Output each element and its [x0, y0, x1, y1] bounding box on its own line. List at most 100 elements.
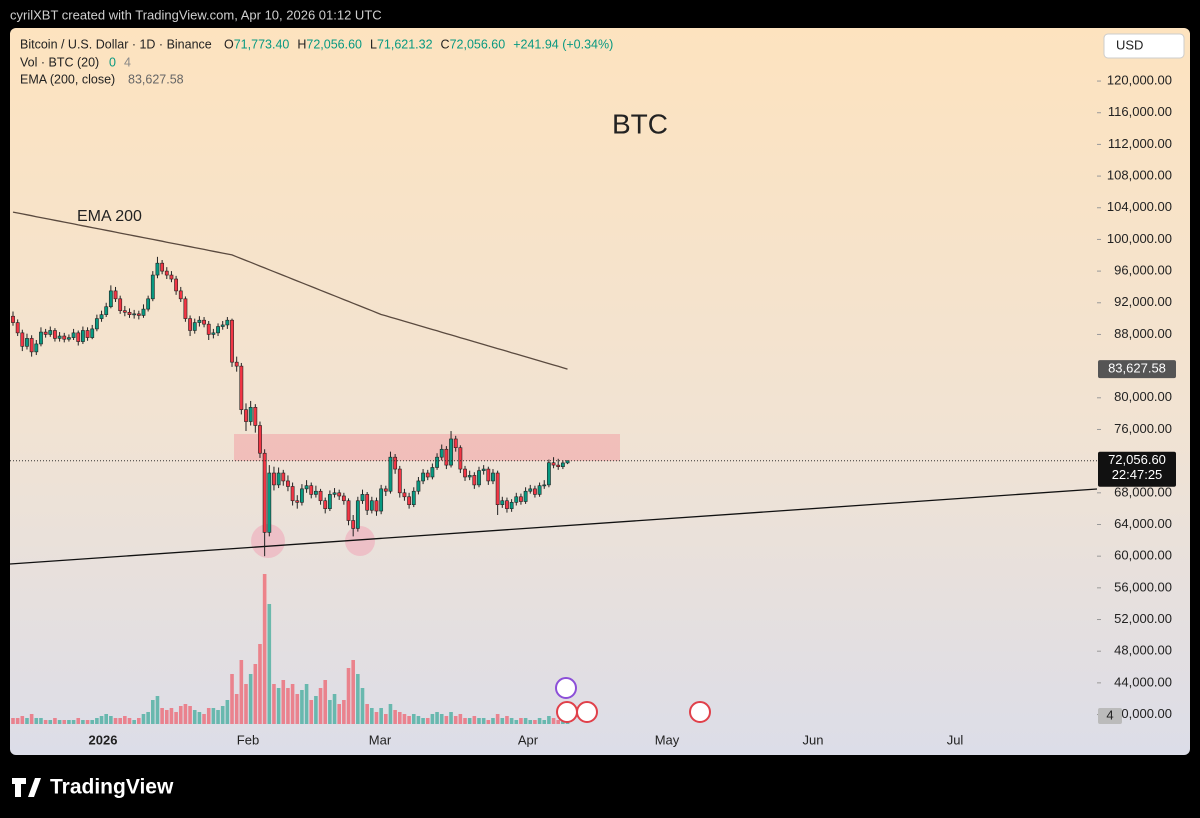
volume-bar [160, 708, 164, 724]
candle-body [94, 318, 99, 330]
volume-bar [113, 718, 118, 724]
candle-body [90, 328, 95, 338]
legend-ohlc: O 71,773.40 H 72,056.60 L 71,621.32 C 72,056.60… [224, 37, 613, 51]
legend-ema: EMA (200, close) [20, 72, 115, 86]
y-tick-label: 52,000.00 [1114, 611, 1172, 626]
candle-body [533, 488, 537, 495]
legend-vol: Vol · BTC (20) [20, 55, 99, 69]
ema-price-box [1098, 360, 1176, 379]
volume-bar [155, 696, 160, 724]
candle-body [155, 262, 160, 276]
volume-bar [57, 720, 62, 724]
trend-line [9, 488, 1098, 565]
volume-bar [67, 720, 71, 724]
volume-bar [15, 718, 20, 724]
volume-box [1098, 708, 1122, 724]
volume-bar [458, 714, 463, 724]
candle-body [48, 330, 53, 335]
volume-bar [244, 684, 248, 724]
x-tick-label: Feb [237, 732, 259, 747]
candle-body [444, 448, 449, 466]
volume-bar [337, 704, 341, 724]
ema-annotation: EMA 200 [77, 208, 142, 225]
x-tick-label: May [655, 732, 680, 747]
volume-bar [421, 718, 425, 724]
volume-bar [137, 718, 141, 724]
volume-bar [183, 704, 188, 724]
volume-bar [342, 700, 346, 724]
candle-body [136, 313, 141, 316]
candle-body [225, 319, 230, 326]
candle-body [458, 447, 463, 470]
volume-bar [304, 684, 309, 724]
volume-bar [34, 718, 39, 724]
candle-body [62, 335, 67, 340]
candle-body [67, 337, 71, 340]
candle-body [239, 365, 244, 410]
candle-body [477, 470, 481, 486]
volume-bar [481, 718, 486, 724]
volume-bar [29, 714, 34, 724]
candle-body [29, 338, 34, 353]
candle-body [118, 298, 123, 311]
volume-bar [397, 712, 402, 724]
candle-body [192, 322, 197, 331]
candle-body [374, 500, 379, 512]
volume-bar [467, 718, 472, 724]
volume-bar [178, 706, 183, 724]
plot-background [10, 28, 1190, 755]
volume-bar [192, 710, 197, 724]
candle-body [327, 494, 332, 509]
candle-body [519, 496, 523, 502]
volume-bar [151, 700, 155, 724]
candle-body [164, 270, 169, 276]
volume-bar [25, 718, 29, 724]
brand: TradingView [50, 776, 174, 799]
volume-bar [99, 716, 104, 724]
volume-bar [514, 720, 519, 724]
candle-body [388, 456, 393, 492]
legend-value: 72,056.60 [450, 37, 506, 51]
candle-body [542, 484, 547, 487]
candle-body [565, 460, 570, 464]
volume-bar [351, 660, 355, 724]
legend-vol-value: 4 [124, 55, 131, 69]
legend-ema-value: 83,627.58 [128, 72, 184, 86]
logo [12, 778, 41, 797]
volume-bar [127, 718, 132, 724]
candle-body [463, 468, 467, 478]
y-tick-label: 104,000.00 [1107, 199, 1172, 214]
candle-body [332, 492, 337, 495]
event-icon [689, 701, 711, 723]
candle-body [104, 306, 109, 315]
volume-bar [365, 704, 369, 724]
candle-body [337, 492, 342, 497]
candle-body [211, 332, 216, 335]
candle-body [99, 314, 104, 319]
candle-body [262, 452, 267, 533]
volume-bar [533, 720, 537, 724]
volume-bar [309, 700, 314, 724]
volume-bar [95, 718, 99, 724]
candle-body [430, 467, 435, 478]
candle-body [281, 472, 286, 482]
currency-button[interactable] [1103, 33, 1185, 59]
volume-bar [444, 716, 449, 724]
candle-body [76, 332, 81, 342]
volume-bar [39, 718, 43, 724]
y-tick-label: 120,000.00 [1107, 72, 1172, 87]
candle-body [85, 330, 90, 338]
candle-body [20, 332, 25, 347]
volume-bar [374, 712, 379, 724]
candle-body [439, 448, 444, 458]
volume-bar [211, 708, 216, 724]
candle-body [495, 472, 500, 505]
volume-bar [206, 708, 211, 724]
volume-bar [81, 720, 85, 724]
volume-bar [234, 694, 239, 724]
candle-body [383, 488, 388, 492]
low-marker [345, 526, 375, 556]
volume-bar [393, 710, 397, 724]
x-tick-label: Jun [803, 732, 824, 747]
